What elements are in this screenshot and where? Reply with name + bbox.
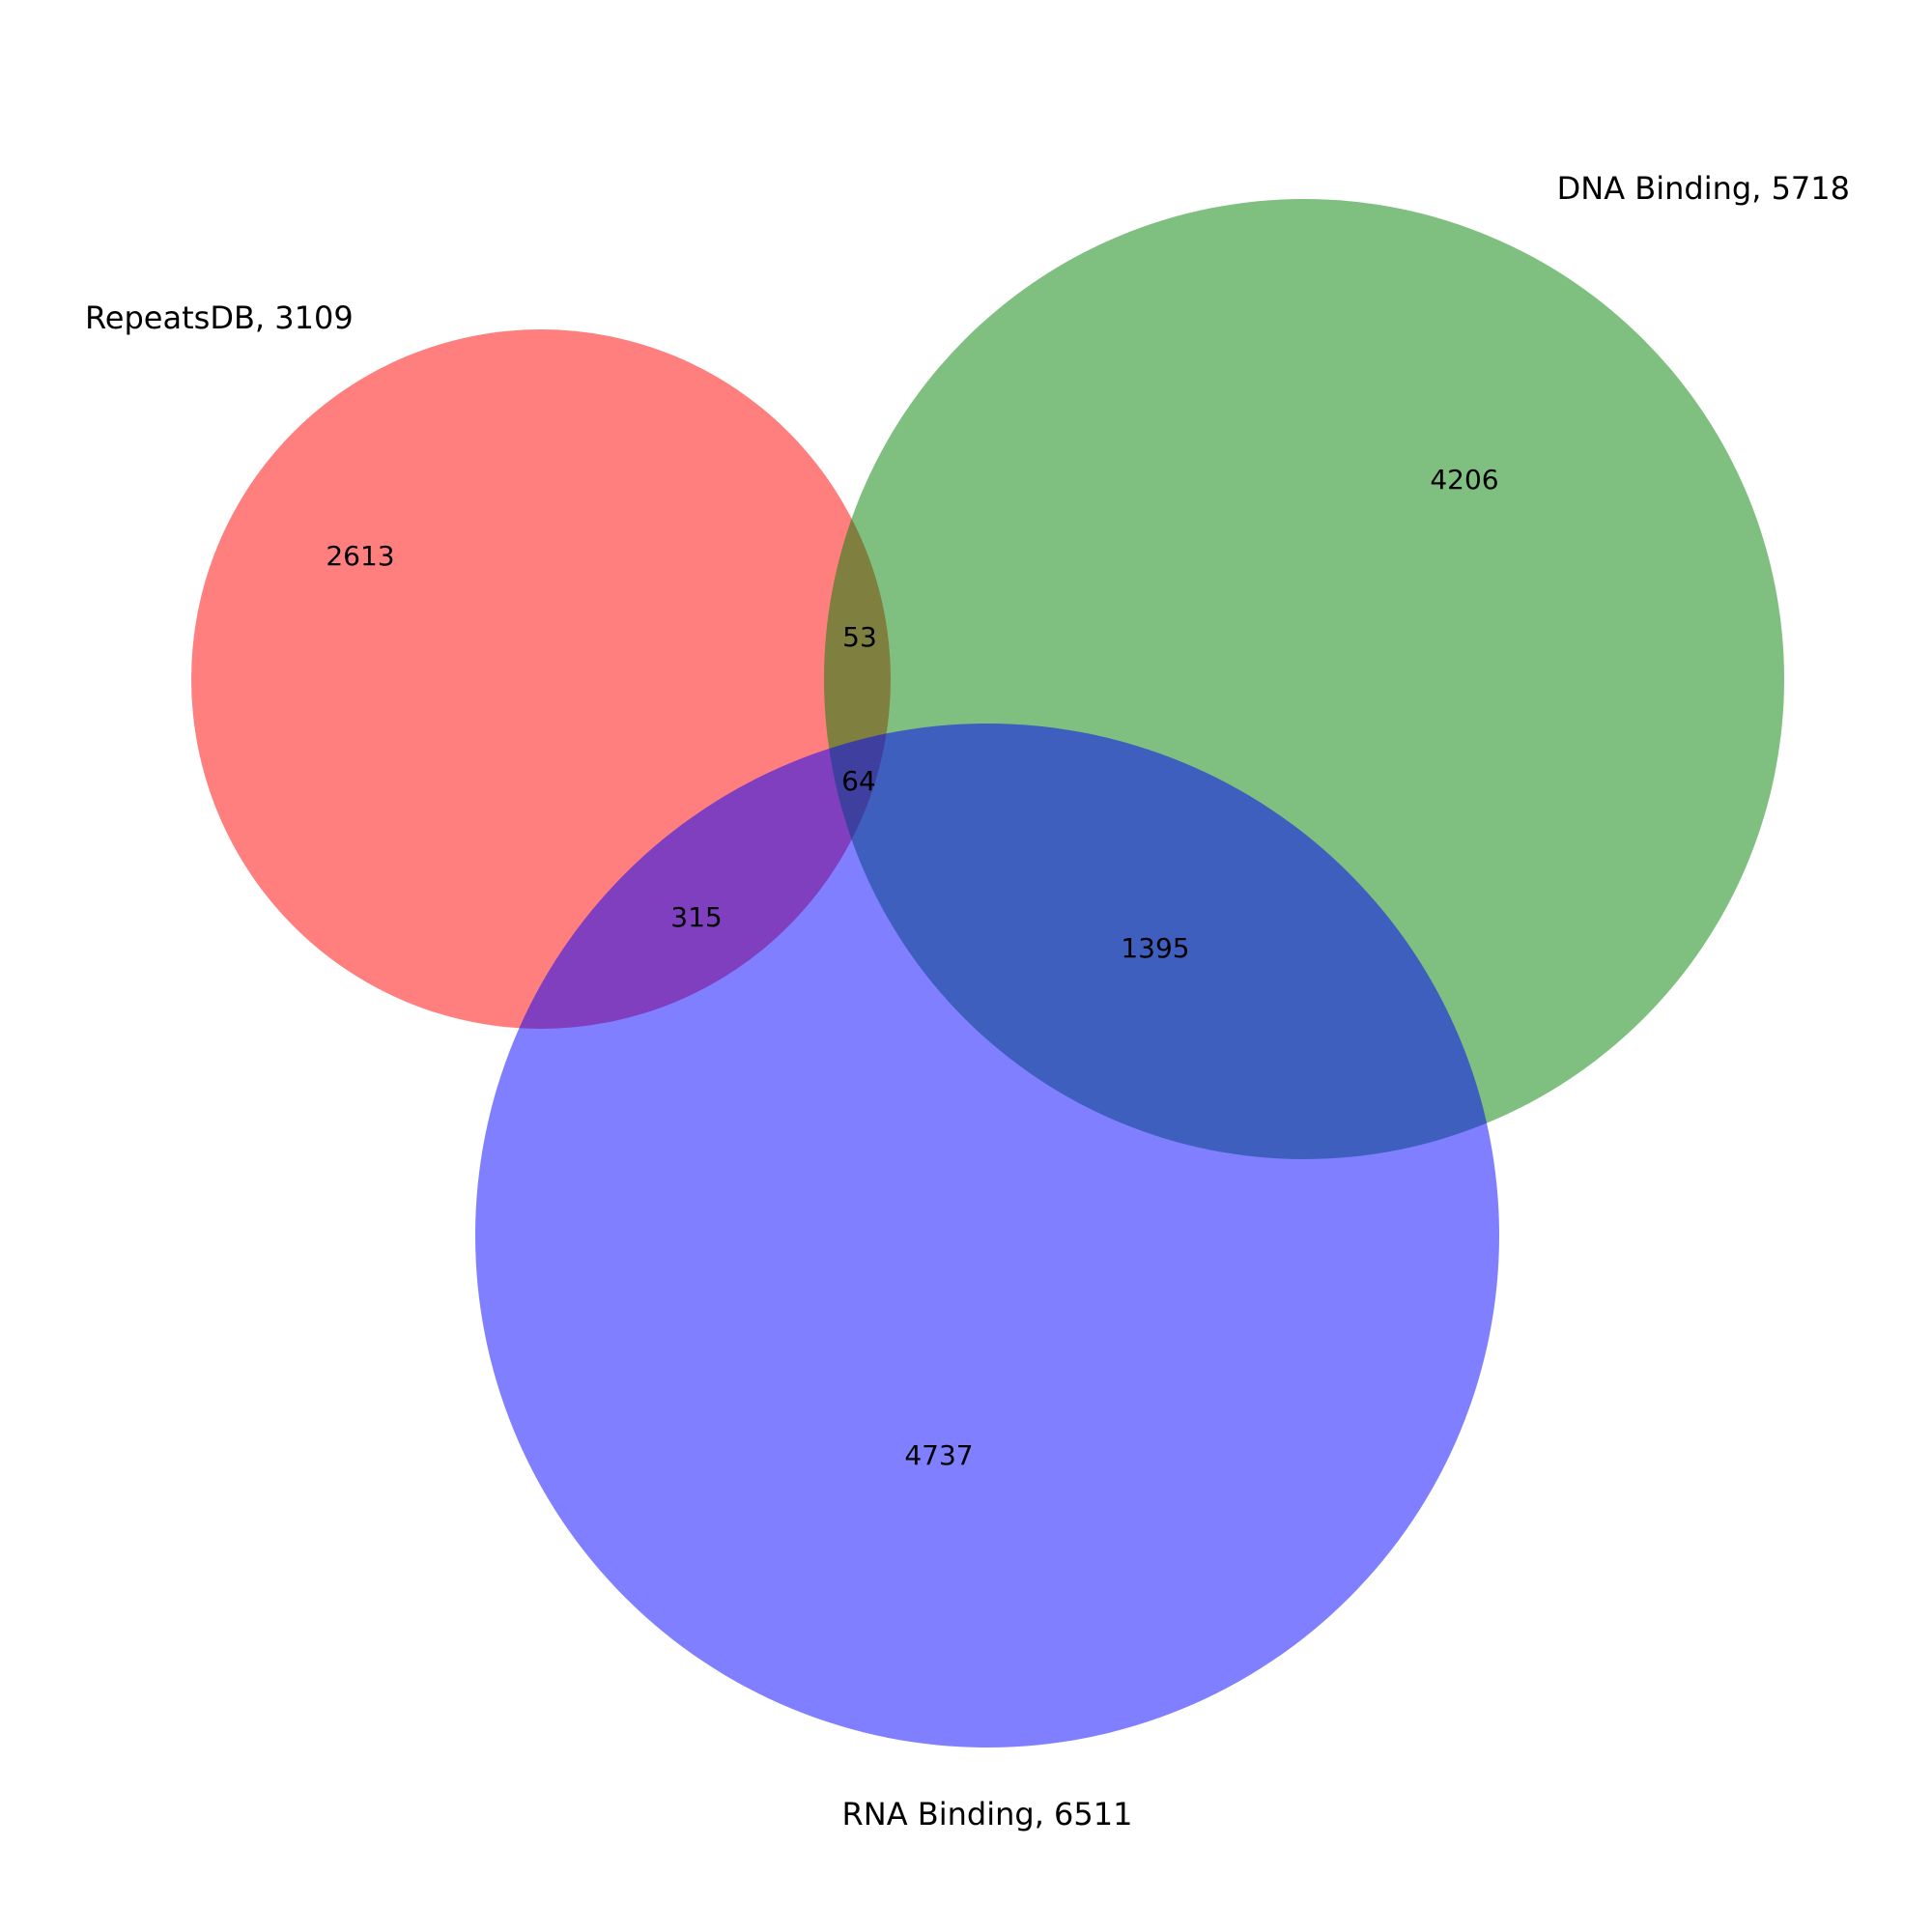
circle-group <box>191 199 1784 1747</box>
region-count-dna-binding-only: 4206 <box>1430 464 1498 496</box>
set-label-rna-binding: RNA Binding, 6511 <box>842 1796 1133 1833</box>
region-count-repeatsdb-only: 2613 <box>326 540 394 572</box>
region-count-dna-rna: 1395 <box>1121 932 1189 964</box>
region-count-repeatsdb-dna: 53 <box>842 621 877 653</box>
circle-rna-binding <box>475 724 1499 1747</box>
region-count-repeatsdb-rna: 315 <box>670 901 722 933</box>
set-label-dna-binding: DNA Binding, 5718 <box>1557 170 1850 207</box>
set-label-repeatsdb: RepeatsDB, 3109 <box>85 299 354 336</box>
region-count-rna-binding-only: 4737 <box>904 1439 973 1471</box>
region-count-all-three: 64 <box>841 765 876 797</box>
